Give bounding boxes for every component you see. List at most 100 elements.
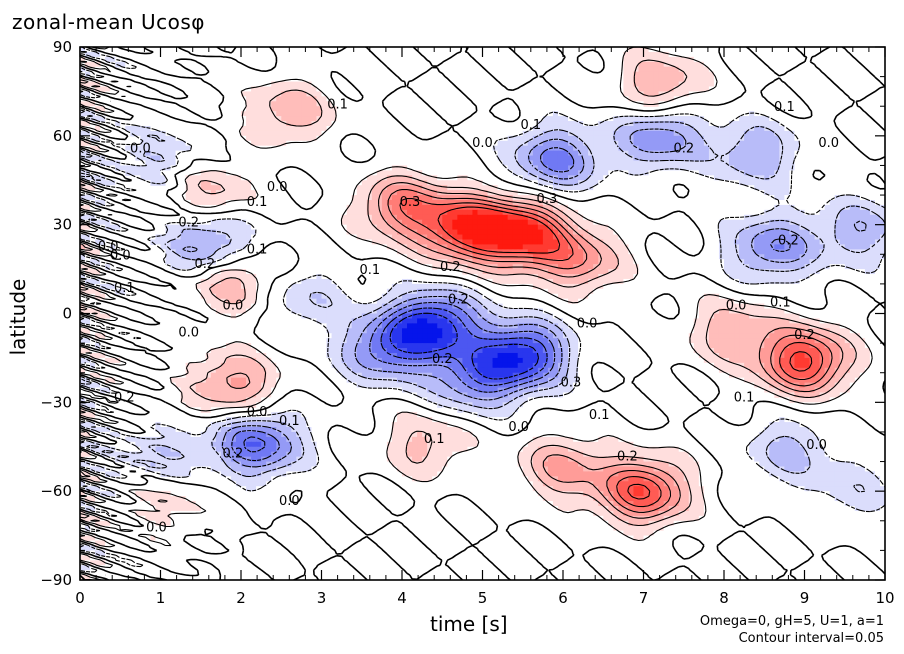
heat-cell: [190, 283, 197, 290]
heat-cell: [105, 121, 111, 127]
heat-cell: [764, 165, 770, 171]
heat-cell: [497, 209, 504, 216]
heat-cell: [563, 180, 569, 186]
heat-cell: [95, 116, 101, 122]
heat-cell: [628, 51, 635, 58]
heat-cell: [195, 254, 202, 260]
heat-cell: [80, 111, 86, 117]
heat-cell: [195, 195, 202, 201]
heat-cell: [235, 219, 242, 226]
heat-cell: [246, 288, 252, 295]
heat-cell: [744, 214, 750, 221]
heat-cell: [547, 229, 554, 236]
heat-cell: [879, 209, 885, 216]
heat-cell: [266, 86, 272, 93]
heat-cell: [185, 249, 192, 255]
heat-cell: [467, 269, 474, 275]
heat-cell: [552, 298, 559, 305]
heat-cell: [693, 91, 700, 97]
heat-cell: [437, 219, 443, 226]
heat-cell: [542, 278, 549, 285]
heat-cell: [713, 116, 720, 122]
heat-cell: [724, 224, 730, 231]
heat-cell: [542, 264, 549, 270]
heat-cell: [794, 165, 801, 171]
heat-cell: [467, 303, 474, 310]
heat-cell: [316, 249, 323, 255]
heat-cell: [814, 229, 821, 236]
heat-cell: [155, 61, 162, 68]
heat-cell: [90, 135, 96, 142]
heat-cell: [361, 66, 368, 73]
heat-cell: [734, 274, 740, 280]
heat-cell: [794, 239, 801, 246]
heat-cell: [713, 140, 720, 147]
heat-cell: [563, 145, 569, 152]
heat-cell: [165, 229, 172, 236]
heat-cell: [537, 318, 544, 324]
heat-cell: [718, 318, 725, 324]
heat-cell: [573, 175, 579, 181]
heat-cell: [241, 298, 247, 305]
heat-cell: [588, 209, 594, 216]
heat-cell: [527, 313, 534, 320]
heat-cell: [437, 308, 443, 315]
heat-cell: [668, 96, 675, 102]
heat-cell: [175, 318, 182, 324]
heat-cell: [557, 190, 564, 196]
heat-cell: [417, 259, 423, 265]
heat-cell: [628, 116, 635, 122]
heat-cell: [633, 71, 640, 78]
heat-cell: [432, 239, 438, 246]
heat-cell: [326, 298, 333, 305]
heat-cell: [381, 209, 388, 216]
heat-cell: [608, 204, 614, 211]
heat-cell: [462, 160, 469, 167]
heat-cell: [427, 303, 433, 310]
heat-cell: [794, 224, 801, 231]
heat-cell: [563, 234, 569, 241]
heat-cell: [261, 190, 267, 196]
heat-cell: [210, 278, 217, 285]
heat-cell: [507, 239, 514, 246]
heat-cell: [175, 195, 182, 201]
heat-cell: [708, 293, 715, 300]
heat-cell: [321, 111, 328, 117]
heat-cell: [734, 229, 740, 236]
heat-cell: [789, 195, 796, 201]
heat-cell: [271, 204, 277, 211]
heat-cell: [316, 259, 323, 265]
heat-cell: [648, 175, 655, 181]
heat-cell: [492, 278, 499, 285]
heat-cell: [643, 76, 650, 83]
heat-cell: [598, 269, 604, 275]
heat-cell: [336, 214, 343, 221]
heat-cell: [442, 219, 448, 226]
heat-cell: [638, 190, 645, 196]
heat-cell: [482, 214, 489, 221]
heat-cell: [784, 264, 791, 270]
heat-cell: [598, 249, 604, 255]
heat-cell: [618, 155, 624, 162]
heat-cell: [874, 259, 881, 265]
heat-cell: [623, 61, 630, 68]
heat-cell: [281, 130, 287, 137]
heat-cell: [849, 224, 856, 231]
heat-cell: [547, 106, 554, 112]
heat-cell: [507, 278, 514, 285]
heat-cell: [120, 81, 126, 88]
heat-cell: [713, 313, 720, 320]
heat-cell: [396, 239, 403, 246]
heat-cell: [356, 204, 363, 211]
heat-cell: [205, 219, 212, 226]
heat-cell: [734, 150, 740, 157]
heat-cell: [85, 101, 91, 107]
heat-cell: [407, 303, 413, 310]
heat-cell: [195, 298, 202, 305]
heat-cell: [407, 318, 413, 324]
heat-cell: [844, 190, 851, 196]
heat-cell: [125, 185, 131, 191]
heat-cell: [724, 155, 730, 162]
heat-cell: [145, 130, 152, 137]
heat-cell: [205, 298, 212, 305]
